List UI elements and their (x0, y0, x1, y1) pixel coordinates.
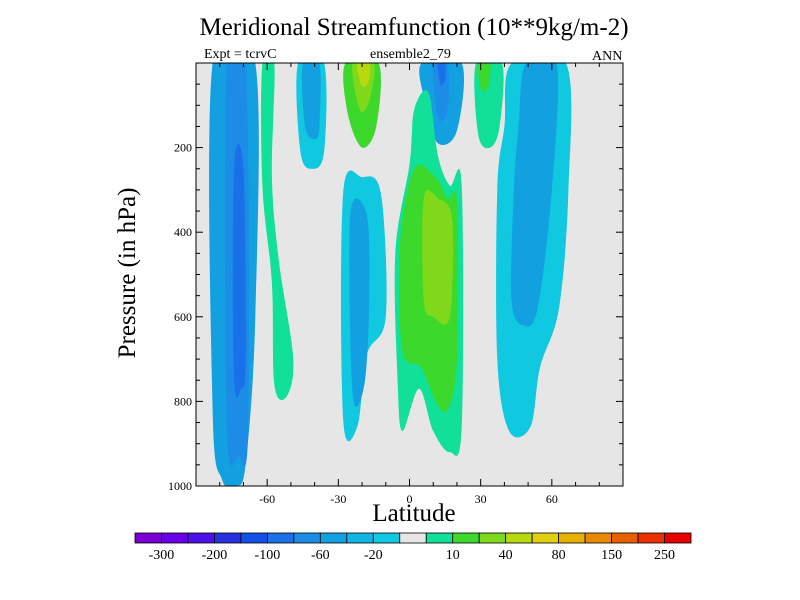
contour-region-sh-ferrel-cell (261, 63, 294, 401)
colorbar-swatch (346, 532, 374, 544)
x-tick-label: 60 (546, 492, 558, 506)
colorbar-swatch (478, 532, 507, 544)
colorbar-swatch (134, 532, 162, 544)
colorbar-label: 250 (654, 548, 675, 563)
contour-region-nh-upper-neg-max (437, 63, 446, 86)
colorbar-swatch (319, 532, 348, 544)
contour-region-tropical-neg-cell-core (349, 198, 370, 407)
contour-region-upper-pos-cell-max (357, 63, 371, 87)
colorbar-swatch (584, 532, 612, 544)
colorbar-swatch (399, 532, 427, 544)
colorbar-swatch (372, 532, 401, 544)
colorbar-swatch (664, 532, 692, 544)
colorbar-swatch (161, 532, 189, 544)
ensemble-label: ensemble2_79 (370, 47, 451, 62)
colorbar-label: -20 (364, 548, 383, 563)
contour-region-nh-hadley-cell-max (422, 189, 454, 325)
x-tick-label: -30 (330, 492, 346, 506)
colorbar-swatch (611, 532, 639, 544)
colorbar-label: 10 (446, 548, 460, 563)
colorbar-swatch (452, 532, 480, 544)
colorbar-label: -100 (255, 548, 281, 563)
colorbar-swatch (531, 532, 560, 544)
colorbar-swatch (240, 532, 268, 544)
colorbar-swatch (293, 532, 321, 544)
colorbar-label: 150 (601, 548, 622, 563)
y-tick-label: 400 (174, 225, 192, 239)
colorbar-label: 40 (499, 548, 513, 563)
x-axis-label: Latitude (372, 500, 456, 527)
colorbar-swatch (425, 532, 454, 544)
y-tick-label: 800 (174, 394, 192, 408)
y-tick-label: 1000 (168, 479, 192, 493)
colorbar-swatch (637, 532, 665, 544)
colorbar-swatch (266, 532, 295, 544)
colorbar-label: -200 (202, 548, 228, 563)
colorbar-label: -300 (149, 548, 175, 563)
y-tick-label: 600 (174, 310, 192, 324)
x-tick-label: 0 (407, 492, 413, 506)
x-tick-label: -60 (259, 492, 275, 506)
contour-region-nh-upper-pos-core (477, 63, 491, 92)
colorbar-label: 80 (552, 548, 566, 563)
y-tick-label: 200 (174, 141, 192, 155)
x-tick-label: 30 (475, 492, 487, 506)
experiment-label: Expt = tcrvC (204, 47, 277, 62)
colorbar-swatch (187, 532, 215, 544)
contour-region-sh-upper-neg-core (301, 63, 321, 140)
colorbar-swatch (558, 532, 586, 544)
colorbar-swatch (214, 532, 242, 544)
colorbar-swatch (505, 532, 533, 544)
season-label: ANN (592, 49, 623, 64)
chart-title: Meridional Streamfunction (10**9kg/m-2) (199, 14, 629, 41)
colorbar-label: -60 (311, 548, 330, 563)
contour-region-sh-polar-cell-max (232, 143, 246, 398)
contour-region-nh-ferrel-cell-core (511, 63, 559, 327)
